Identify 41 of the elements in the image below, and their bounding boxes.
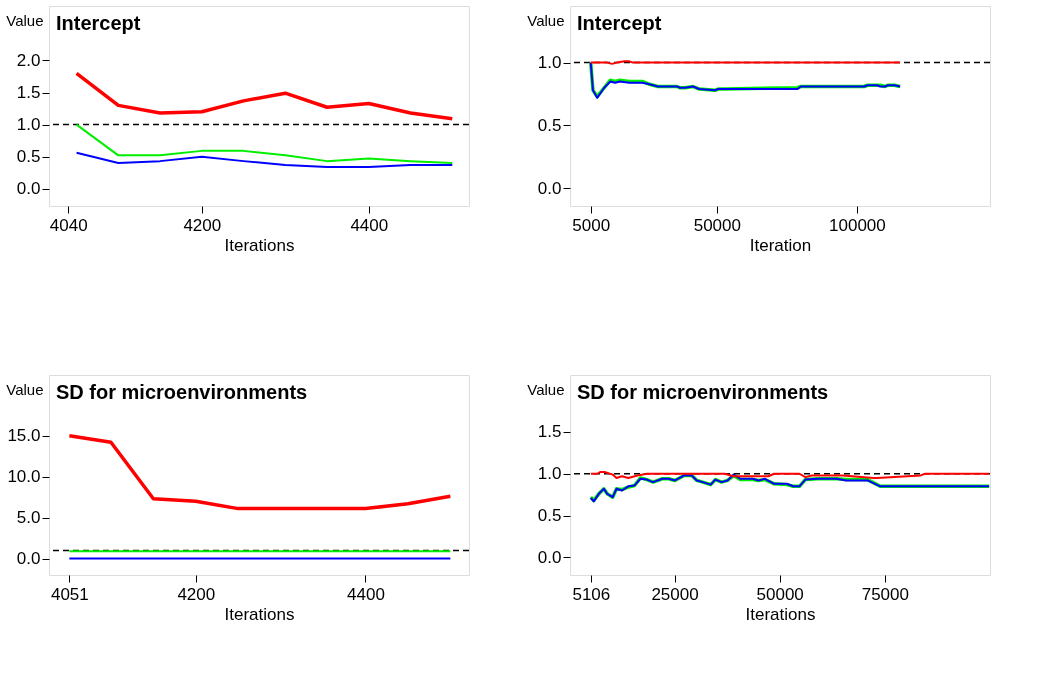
x-tick-label: 4040 xyxy=(49,215,88,235)
x-tick-label: 5106 xyxy=(572,584,611,604)
x-tick-label: 4400 xyxy=(350,215,389,235)
x-tick-label: 5000 xyxy=(572,215,611,235)
x-tick-label: 4051 xyxy=(50,584,89,604)
y-axis-title: Value xyxy=(6,380,44,398)
y-axis-title: Value xyxy=(527,380,565,398)
y-tick-label: 1.5 xyxy=(537,422,562,442)
chart-title: SD for microenvironments xyxy=(577,381,829,403)
x-tick-label: 50000 xyxy=(756,584,804,604)
x-tick-label: 4200 xyxy=(177,584,216,604)
y-tick-label: 1.0 xyxy=(537,464,562,484)
y-axis-title: Value xyxy=(6,11,44,29)
y-tick-label: 15.0 xyxy=(7,426,41,446)
y-tick-label: 1.0 xyxy=(16,115,41,135)
y-tick-label: 1.0 xyxy=(537,53,562,73)
y-tick-label: 0.0 xyxy=(537,547,562,567)
y-tick-label: 0.0 xyxy=(537,178,562,198)
y-axis-title: Value xyxy=(527,11,565,29)
y-tick-label: 5.0 xyxy=(16,508,41,528)
y-tick-label: 0.5 xyxy=(537,506,562,526)
y-tick-label: 0.0 xyxy=(16,549,41,569)
y-tick-label: 1.5 xyxy=(16,83,41,103)
x-axis-title: Iterations xyxy=(745,604,816,624)
y-tick-label: 0.5 xyxy=(537,116,562,135)
x-axis-title: Iterations xyxy=(224,235,295,255)
x-tick-label: 4400 xyxy=(347,584,385,604)
x-tick-label: 4200 xyxy=(183,215,222,235)
y-tick-label: 0.0 xyxy=(16,179,41,199)
x-tick-label: 100000 xyxy=(829,215,886,235)
chart-title: Intercept xyxy=(56,12,141,34)
y-tick-label: 10.0 xyxy=(7,467,41,487)
x-tick-label: 75000 xyxy=(861,584,909,604)
x-tick-label: 50000 xyxy=(693,215,741,235)
x-axis-title: Iteration xyxy=(749,235,812,255)
chart-title: Intercept xyxy=(577,12,662,34)
x-tick-label: 25000 xyxy=(651,584,699,604)
y-tick-label: 2.0 xyxy=(16,50,41,70)
y-tick-label: 0.5 xyxy=(16,147,41,167)
x-axis-title: Iterations xyxy=(224,604,295,624)
chart-title: SD for microenvironments xyxy=(56,381,308,403)
